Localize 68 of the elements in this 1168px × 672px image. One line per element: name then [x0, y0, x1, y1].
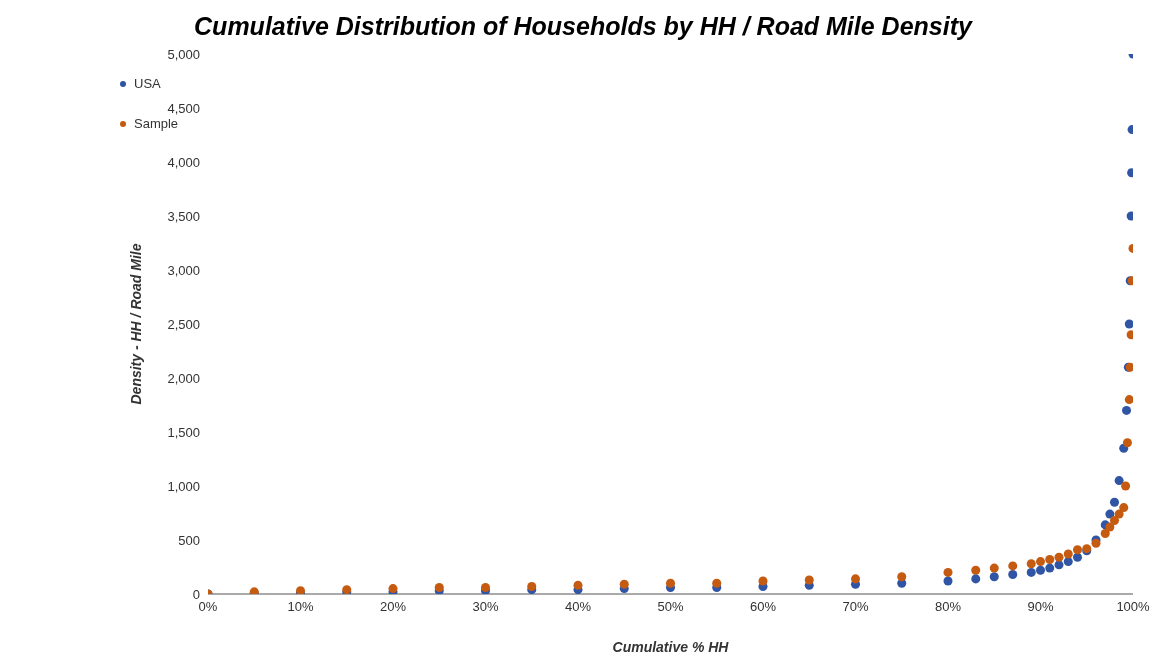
- point: [1045, 554, 1055, 564]
- point: [1119, 503, 1129, 513]
- point: [1008, 561, 1018, 571]
- point: [1072, 552, 1083, 562]
- x-tick-label: 0%: [198, 599, 218, 615]
- point: [1122, 438, 1132, 448]
- point: [1063, 557, 1073, 567]
- x-tick-label: 100%: [1116, 599, 1151, 615]
- point: [804, 575, 814, 585]
- point: [1121, 481, 1131, 491]
- legend-label: USA: [134, 75, 161, 93]
- point: [758, 576, 768, 586]
- y-axis-title: Density - HH / Road Mile: [127, 243, 144, 405]
- point: [1124, 395, 1133, 405]
- point: [1026, 559, 1036, 569]
- y-tick-label: 500: [178, 532, 200, 548]
- point: [1114, 509, 1124, 519]
- point: [989, 563, 999, 573]
- y-tick-label: 1,000: [167, 478, 200, 494]
- point: [1054, 552, 1064, 562]
- y-tick-label: 1,500: [167, 424, 200, 440]
- x-tick-label: 60%: [749, 599, 777, 615]
- point: [850, 574, 861, 584]
- x-tick-label: 20%: [379, 599, 407, 615]
- y-tick-label: 5,000: [167, 46, 200, 62]
- x-tick-label: 10%: [287, 599, 314, 615]
- point: [527, 581, 537, 591]
- point: [1105, 522, 1115, 532]
- point: [1008, 570, 1018, 580]
- x-tick-label: 80%: [934, 599, 962, 615]
- legend-label: Sample: [134, 116, 179, 131]
- point: [1045, 563, 1055, 573]
- point: [1026, 567, 1036, 577]
- point: [971, 574, 981, 584]
- point: [1105, 509, 1115, 519]
- point: [1100, 529, 1110, 539]
- y-tick-label: 0: [192, 586, 200, 602]
- y-tick-label: 2,500: [167, 316, 200, 332]
- point: [712, 578, 722, 588]
- point: [1122, 405, 1132, 415]
- point: [619, 579, 629, 589]
- x-tick-label: 70%: [842, 599, 869, 615]
- y-tick-label: 4,500: [167, 100, 200, 116]
- point: [1035, 565, 1046, 575]
- x-tick-label: 40%: [564, 599, 592, 615]
- point: [1109, 497, 1120, 507]
- y-tick-label: 3,000: [167, 262, 200, 278]
- point: [1124, 319, 1133, 329]
- chart-title: Cumulative Distribution of Households by HH / Road Mile Density: [193, 11, 974, 42]
- point: [943, 576, 953, 586]
- point: [665, 578, 676, 588]
- point: [897, 572, 907, 582]
- x-tick-label: 90%: [1027, 599, 1054, 615]
- y-tick-label: 2,000: [167, 370, 200, 386]
- point: [1109, 516, 1120, 526]
- y-tick-label: 3,500: [167, 208, 200, 224]
- point: [1035, 557, 1046, 567]
- point: [989, 572, 999, 582]
- x-tick-label: 30%: [472, 599, 499, 615]
- point: [573, 580, 583, 590]
- point: [971, 565, 981, 575]
- x-tick-label: 50%: [657, 599, 684, 615]
- point: [1072, 545, 1083, 555]
- point: [1114, 476, 1124, 486]
- x-axis-title: Cumulative % HH: [612, 638, 730, 655]
- point: [943, 567, 953, 577]
- y-tick-label: 4,000: [167, 154, 200, 170]
- point: [1063, 549, 1073, 559]
